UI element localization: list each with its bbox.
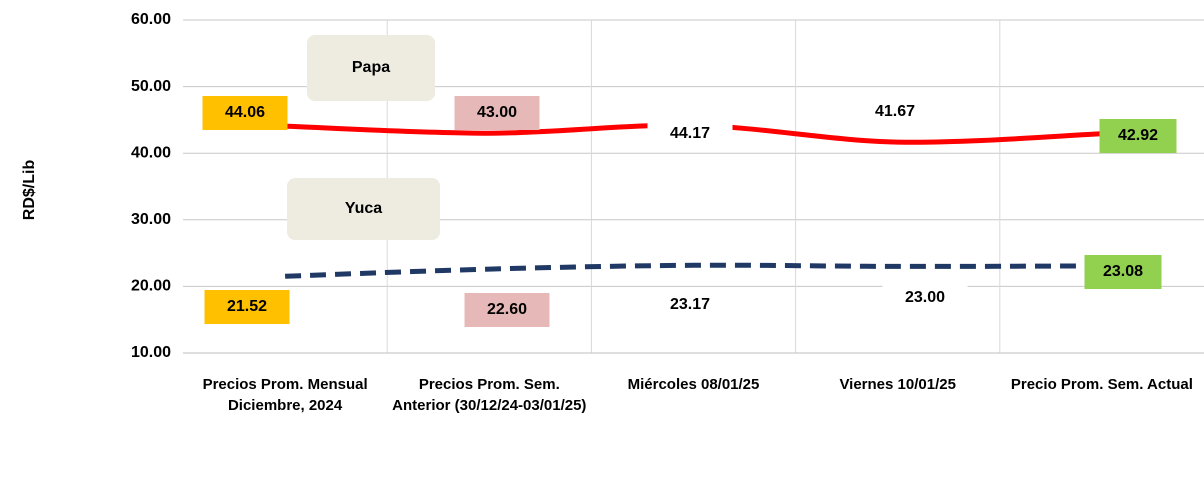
data-label-box xyxy=(882,281,968,315)
data-label: 44.17 xyxy=(670,125,710,142)
data-label-box xyxy=(1099,119,1177,153)
data-label-box xyxy=(647,288,733,322)
data-label: 44.06 xyxy=(225,104,265,121)
data-label-box xyxy=(1084,255,1162,289)
data-label-box xyxy=(647,117,733,151)
y-tick-label: 30.00 xyxy=(131,211,171,228)
x-tick-label: Precios Prom. Mensual Diciembre, 2024 xyxy=(202,376,368,414)
series-line xyxy=(285,262,1102,279)
data-label: 21.52 xyxy=(227,298,267,315)
data-label: 43.00 xyxy=(477,104,517,121)
x-tick-label: Miércoles 08/01/25 xyxy=(627,376,760,393)
data-label-box xyxy=(204,290,290,324)
series-name: Yuca xyxy=(345,200,382,217)
series-name-box xyxy=(287,178,440,240)
data-label: 23.17 xyxy=(670,296,710,313)
data-label-box xyxy=(464,293,550,327)
x-tick-label: Precio Prom. Sem. Actual xyxy=(1010,376,1193,393)
y-tick-label: 60.00 xyxy=(131,11,171,28)
data-label-box xyxy=(202,96,288,130)
data-label: 23.00 xyxy=(905,289,945,306)
y-tick-label: 10.00 xyxy=(131,344,171,361)
y-tick-label: 40.00 xyxy=(131,144,171,161)
series-name-box xyxy=(307,35,435,101)
y-axis-label: RD$/Lib xyxy=(21,160,38,221)
y-tick-label: 50.00 xyxy=(131,78,171,95)
x-tick-label: Viernes 10/01/25 xyxy=(839,376,956,393)
data-label-box xyxy=(852,95,938,129)
series-name: Papa xyxy=(352,59,390,76)
y-tick-label: 20.00 xyxy=(131,278,171,295)
data-label: 22.60 xyxy=(487,301,527,318)
data-label: 23.08 xyxy=(1103,263,1143,280)
data-label-box xyxy=(454,96,540,130)
data-label: 42.92 xyxy=(1118,127,1158,144)
x-tick-label: Precios Prom. Sem. Anterior (30/12/24-03… xyxy=(392,376,587,414)
data-label: 41.67 xyxy=(875,103,915,120)
